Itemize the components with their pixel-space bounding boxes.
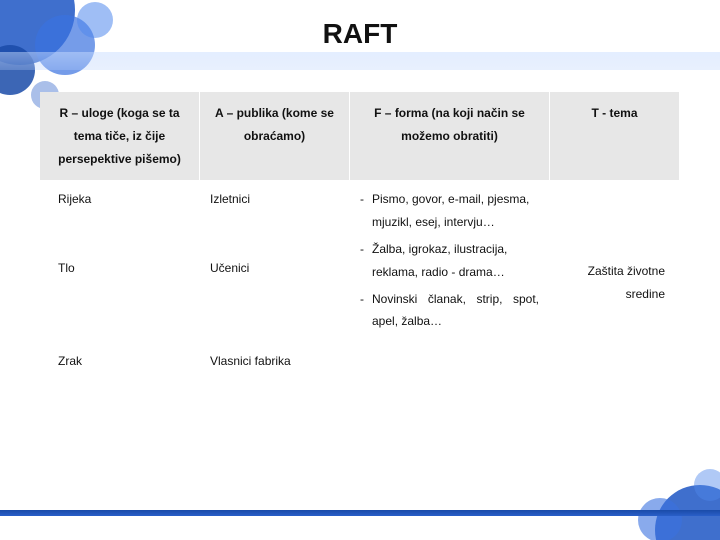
- cell-r: Rijeka Tlo Zrak: [40, 180, 200, 380]
- footer-accent-line: [0, 510, 720, 516]
- cell-t: Zaštita životne sredine: [550, 180, 680, 380]
- raft-table: R – uloge (koga se ta tema tiče, iz čije…: [40, 92, 680, 381]
- bullet-dash: -: [360, 238, 372, 261]
- col-header-a: A – publika (kome se obraćamo): [200, 92, 350, 180]
- t-text: Zaštita životne sredine: [560, 260, 665, 306]
- f-item: - Žalba, igrokaz, ilustracija, reklama, …: [360, 238, 539, 284]
- cell-a: Izletnici Učenici Vlasnici fabrika: [200, 180, 350, 380]
- a-item: Učenici: [210, 257, 339, 280]
- col-header-f: F – forma (na koji način se možemo obrat…: [350, 92, 550, 180]
- r-item: Zrak: [58, 350, 189, 373]
- f-item: - Pismo, govor, e-mail, pjesma, mjuzikl,…: [360, 188, 539, 234]
- col-header-t: T - tema: [550, 92, 680, 180]
- bullet-dash: -: [360, 188, 372, 211]
- decorative-corner-bottom: [580, 450, 720, 540]
- r-item: Rijeka: [58, 188, 189, 211]
- f-item: - Novinski članak, strip, spot, apel, ža…: [360, 288, 539, 334]
- table-body: Rijeka Tlo Zrak Izletnici Učenici Vlasni…: [40, 180, 680, 380]
- col-header-r: R – uloge (koga se ta tema tiče, iz čije…: [40, 92, 200, 180]
- title-background-band: [0, 52, 720, 70]
- r-item: Tlo: [58, 257, 189, 280]
- a-item: Izletnici: [210, 188, 339, 211]
- page-title: RAFT: [0, 18, 720, 50]
- a-item: Vlasnici fabrika: [210, 350, 339, 373]
- cell-f: - Pismo, govor, e-mail, pjesma, mjuzikl,…: [350, 180, 550, 380]
- bullet-dash: -: [360, 288, 372, 311]
